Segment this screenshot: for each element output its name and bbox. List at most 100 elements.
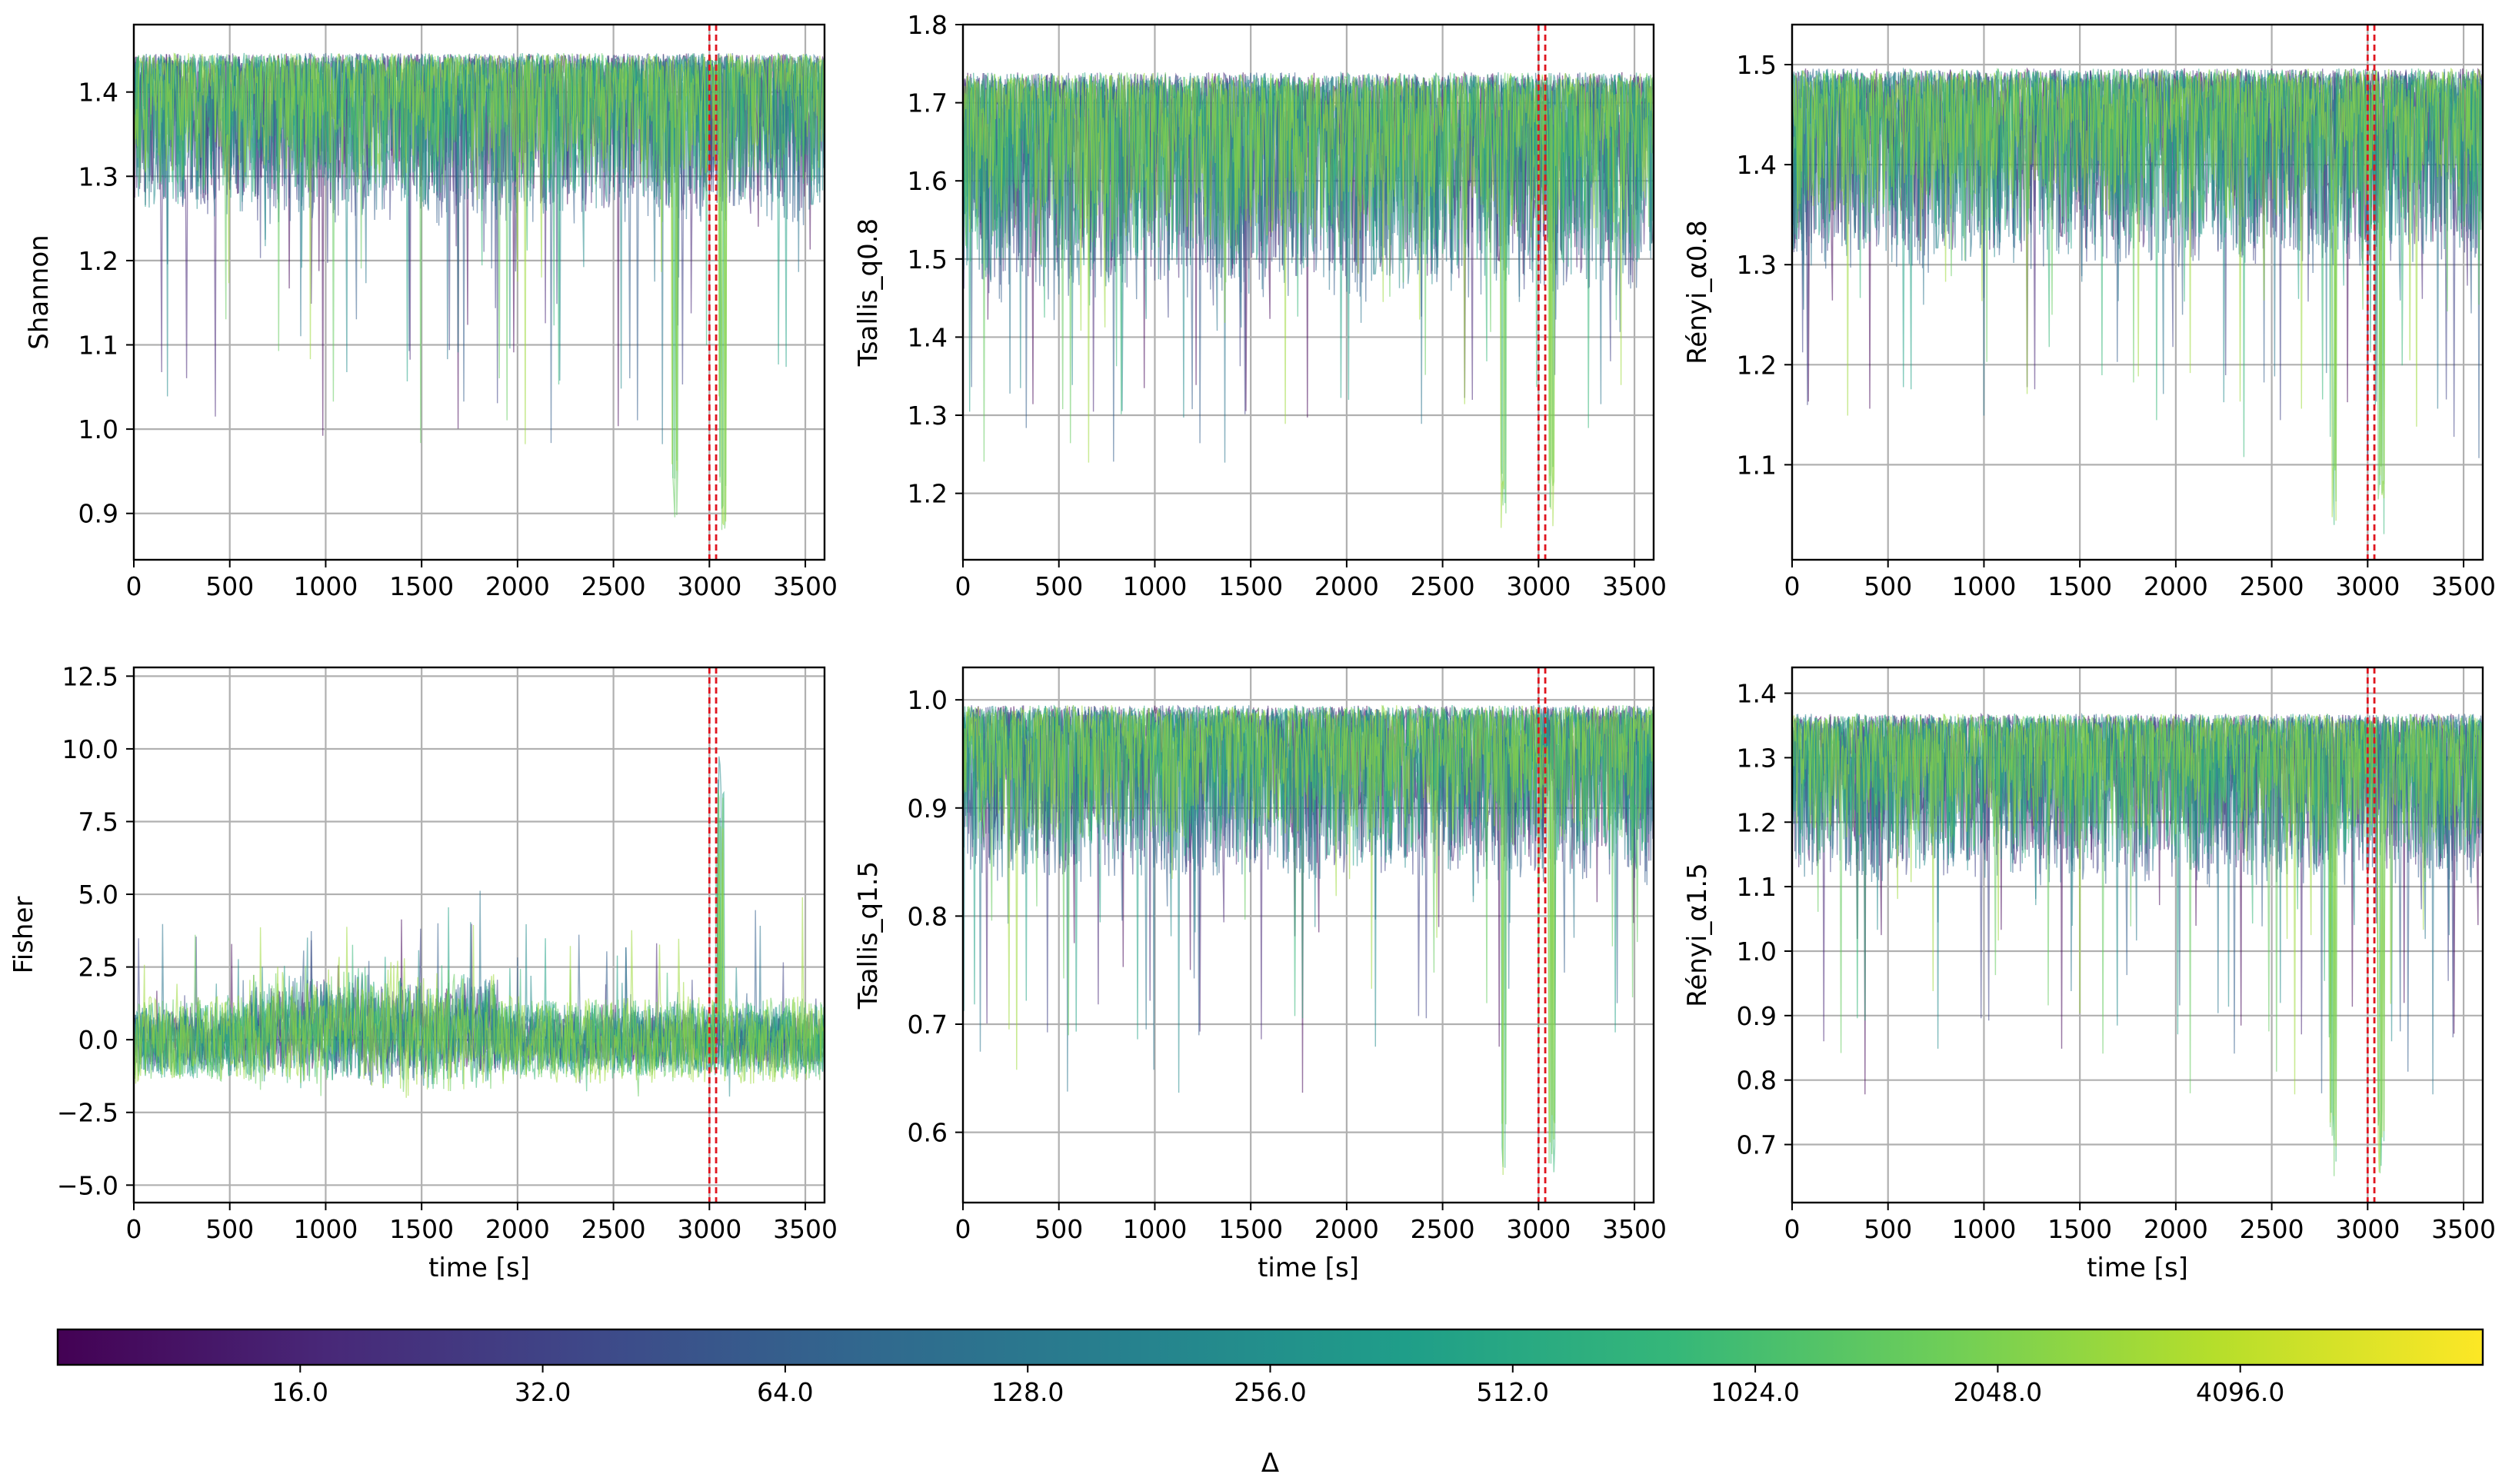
y-tick-label: 1.4 [78, 78, 118, 108]
y-tick-label: 0.6 [908, 1118, 948, 1148]
x-tick-label: 2500 [581, 571, 646, 601]
x-tick-label: 3000 [1506, 1214, 1571, 1244]
x-tick-label: 500 [1034, 571, 1083, 601]
y-axis-label: Fisher [8, 897, 39, 974]
y-axis-label: Tsallis_q1.5 [853, 861, 884, 1010]
panel-bottom-middle: 0 500 1000 1500 2000 2500 3000 3500 0.6 0.7 0.8 0.9… [853, 666, 1667, 1283]
colorbar-label: Δ [1261, 1448, 1279, 1479]
y-tick-label: 0.9 [1737, 1001, 1777, 1031]
y-tick-label: 1.2 [1737, 807, 1777, 837]
x-tick-label: 1000 [1951, 571, 2016, 601]
x-axis-label: time [s] [428, 1253, 530, 1283]
x-tick-label: 3000 [677, 571, 741, 601]
x-tick-label: 500 [1034, 1214, 1083, 1244]
panel-bottom-left: 0 500 1000 1500 2000 2500 3000 3500 −5.0 −2.5 0.0 2… [8, 661, 838, 1283]
y-tick-label: 0.9 [908, 794, 948, 824]
x-tick-label: 2500 [2240, 1214, 2304, 1244]
series-group [134, 52, 825, 531]
x-tick-label: 1500 [389, 1214, 454, 1244]
axes-frame [1791, 23, 2484, 561]
x-tick-label: 500 [1864, 1214, 1912, 1244]
x-tick-label: 500 [205, 1214, 254, 1244]
x-tick-label: 2000 [1314, 571, 1379, 601]
x-axis-label: time [s] [1258, 1253, 1359, 1283]
y-axis-label: Tsallis_q0.8 [853, 218, 884, 367]
series-group [963, 704, 1654, 1176]
x-tick-label: 0 [126, 571, 142, 601]
series-group [1792, 712, 2483, 1176]
y-tick-label: 1.0 [908, 685, 948, 715]
colorbar-tick-label: 256.0 [1234, 1377, 1306, 1407]
x-tick-label: 500 [205, 571, 254, 601]
y-tick-label: 1.1 [1737, 450, 1777, 480]
x-tick-label: 3000 [1506, 571, 1571, 601]
y-tick-label: 1.5 [908, 245, 948, 275]
x-axis-label: time [s] [2087, 1253, 2188, 1283]
y-tick-label: 1.6 [908, 166, 948, 196]
x-tick-label: 1000 [1122, 1214, 1187, 1244]
panel-bottom-right: 0 500 1000 1500 2000 2500 3000 3500 0.7 0.8 0.9 1.0… [1682, 666, 2496, 1283]
y-tick-label: 1.4 [1737, 679, 1777, 709]
y-tick-label: −5.0 [57, 1170, 118, 1200]
axes-frame [961, 23, 1655, 561]
y-tick-label: −2.5 [57, 1098, 118, 1128]
x-tick-label: 2500 [581, 1214, 646, 1244]
axes-frame [132, 23, 826, 561]
y-tick-label: 1.3 [908, 401, 948, 431]
y-tick-label: 0.7 [908, 1010, 948, 1040]
y-tick-label: 1.2 [908, 479, 948, 509]
x-tick-label: 2000 [485, 571, 550, 601]
colorbar-tick-label: 512.0 [1477, 1377, 1549, 1407]
x-tick-label: 2500 [1411, 571, 1475, 601]
series-line-delta-8 [134, 790, 825, 1096]
y-tick-label: 12.5 [62, 661, 118, 691]
x-tick-label: 3500 [1602, 1214, 1667, 1244]
y-tick-label: 0.8 [1737, 1066, 1777, 1096]
x-tick-label: 2500 [1411, 1214, 1475, 1244]
y-tick-label: 5.0 [78, 880, 118, 910]
x-tick-label: 1000 [1122, 571, 1187, 601]
x-tick-label: 2500 [2240, 571, 2304, 601]
x-tick-label: 3500 [773, 1214, 838, 1244]
x-tick-label: 2000 [485, 1214, 550, 1244]
y-tick-label: 1.8 [908, 10, 948, 40]
y-tick-label: 0.8 [908, 901, 948, 931]
x-tick-label: 1000 [293, 571, 358, 601]
y-tick-label: 1.2 [78, 246, 118, 276]
y-tick-label: 1.4 [908, 322, 948, 352]
y-tick-label: 7.5 [78, 807, 118, 837]
x-tick-label: 2000 [2144, 1214, 2208, 1244]
y-tick-label: 1.3 [1737, 250, 1777, 280]
colorbar-tick-label: 2048.0 [1954, 1377, 2042, 1407]
axes-frame [961, 666, 1655, 1204]
x-tick-label: 3500 [1602, 571, 1667, 601]
x-tick-label: 2000 [2144, 571, 2208, 601]
x-tick-label: 1500 [389, 571, 454, 601]
x-tick-label: 3500 [2431, 1214, 2496, 1244]
x-tick-label: 1500 [2047, 1214, 2112, 1244]
x-tick-label: 3500 [2431, 571, 2496, 601]
x-tick-label: 3000 [677, 1214, 741, 1244]
y-tick-label: 0.9 [78, 499, 118, 529]
x-tick-label: 0 [126, 1214, 142, 1244]
axes-frame [132, 666, 826, 1204]
y-tick-label: 1.0 [1737, 937, 1777, 967]
y-tick-label: 1.2 [1737, 350, 1777, 380]
colorbar-tick-label: 128.0 [991, 1377, 1064, 1407]
colorbar-tick-label: 4096.0 [2196, 1377, 2284, 1407]
y-tick-label: 1.1 [1737, 872, 1777, 902]
y-axis-label: Rényi_α1.5 [1682, 863, 1713, 1007]
x-tick-label: 3000 [2335, 1214, 2400, 1244]
x-tick-label: 3000 [2335, 571, 2400, 601]
x-tick-label: 1500 [1218, 571, 1283, 601]
x-tick-label: 1500 [2047, 571, 2112, 601]
y-tick-label: 1.1 [78, 331, 118, 361]
series-line-delta-5 [963, 71, 1654, 418]
y-tick-label: 1.0 [78, 414, 118, 444]
panel-top-left: 0 500 1000 1500 2000 2500 3000 3500 0.9 1.0 1.1 1.2… [24, 23, 838, 601]
y-tick-label: 2.5 [78, 953, 118, 983]
series-line-delta-9 [963, 72, 1654, 528]
panel-top-right: 0 500 1000 1500 2000 2500 3000 3500 1.1 1.2 1.3 1.4… [1682, 23, 2496, 601]
y-tick-label: 10.0 [62, 734, 118, 764]
